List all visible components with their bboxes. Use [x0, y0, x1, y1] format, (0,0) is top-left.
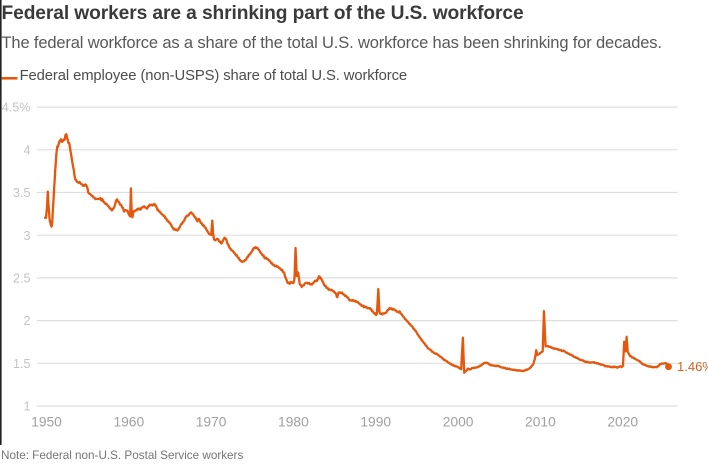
svg-text:Federal workers are a shrinkin: Federal workers are a shrinking part of …: [2, 3, 524, 24]
svg-text:2.5: 2.5: [13, 272, 31, 286]
svg-text:1.5: 1.5: [13, 357, 31, 371]
svg-text:2010: 2010: [525, 414, 556, 429]
svg-text:4: 4: [23, 143, 30, 157]
svg-text:1: 1: [23, 400, 30, 414]
svg-text:2: 2: [23, 314, 30, 328]
svg-text:2020: 2020: [607, 414, 638, 429]
svg-text:1.46%: 1.46%: [677, 359, 708, 374]
svg-text:3: 3: [23, 229, 30, 243]
svg-text:1980: 1980: [278, 414, 309, 429]
svg-text:1990: 1990: [360, 414, 391, 429]
svg-text:Federal employee (non-USPS) sh: Federal employee (non-USPS) share of tot…: [20, 68, 407, 84]
svg-text:The federal workforce as a sha: The federal workforce as a share of the …: [2, 34, 662, 52]
svg-text:4.5%: 4.5%: [2, 101, 31, 115]
svg-text:1970: 1970: [196, 414, 227, 429]
svg-text:1950: 1950: [31, 414, 62, 429]
svg-text:3.5: 3.5: [13, 186, 31, 200]
svg-text:2000: 2000: [443, 414, 474, 429]
svg-text:Note: Federal non-U.S. Postal: Note: Federal non-U.S. Postal Service wo…: [1, 449, 243, 462]
svg-text:1960: 1960: [113, 414, 144, 429]
